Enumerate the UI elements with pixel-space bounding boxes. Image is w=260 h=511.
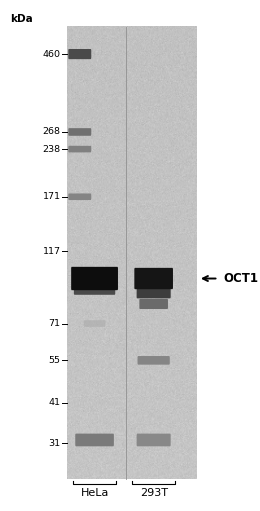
FancyBboxPatch shape — [68, 194, 91, 200]
Text: OCT1: OCT1 — [223, 272, 258, 285]
Text: 293T: 293T — [140, 489, 168, 498]
FancyBboxPatch shape — [74, 285, 115, 295]
FancyBboxPatch shape — [138, 356, 170, 365]
FancyBboxPatch shape — [68, 128, 91, 136]
Text: 268: 268 — [42, 127, 61, 136]
Text: 55: 55 — [48, 356, 61, 365]
Text: 171: 171 — [42, 192, 61, 201]
Text: 117: 117 — [42, 247, 61, 256]
Text: 238: 238 — [42, 145, 61, 154]
FancyBboxPatch shape — [84, 320, 106, 327]
Text: 41: 41 — [48, 398, 61, 407]
Text: 31: 31 — [48, 438, 61, 448]
FancyBboxPatch shape — [134, 268, 173, 289]
Text: HeLa: HeLa — [80, 489, 109, 498]
Text: 71: 71 — [48, 319, 61, 328]
Text: kDa: kDa — [10, 14, 33, 24]
Text: 460: 460 — [42, 50, 61, 59]
FancyBboxPatch shape — [68, 49, 91, 59]
FancyBboxPatch shape — [68, 146, 91, 152]
FancyBboxPatch shape — [139, 299, 168, 309]
FancyBboxPatch shape — [75, 434, 114, 446]
FancyBboxPatch shape — [136, 434, 171, 446]
FancyBboxPatch shape — [71, 267, 118, 290]
FancyBboxPatch shape — [136, 285, 171, 298]
